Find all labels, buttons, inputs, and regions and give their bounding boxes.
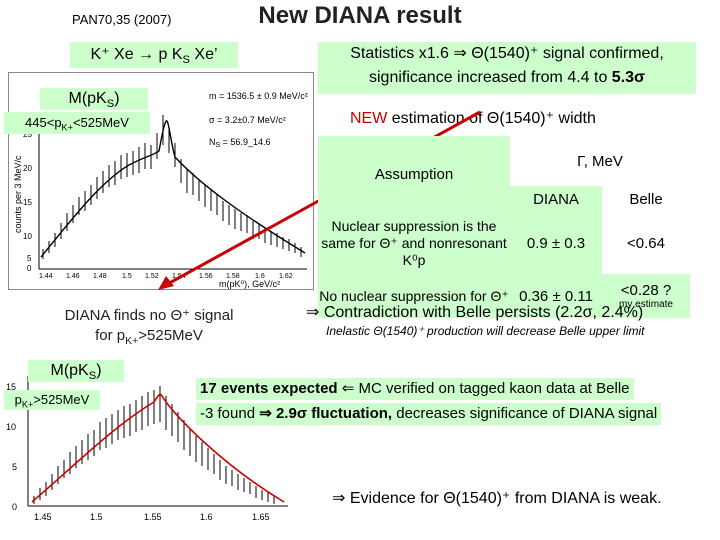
y-tick: 5 (12, 462, 17, 472)
assumption-header: Assumption (318, 136, 510, 212)
range2-sub: K+ (21, 399, 34, 410)
lower-x-ticks: 1.45 1.5 1.55 1.6 1.65 (34, 512, 270, 522)
page-title: New DIANA result (258, 2, 462, 29)
lower-mass-sub: S (88, 370, 97, 383)
fluctuation: 2.9σ fluctuation, (275, 405, 393, 422)
range1-prefix: 445<p (25, 115, 62, 130)
row-assumption: No nuclear suppression for Θ⁺ (318, 274, 510, 318)
upper-fit-curve (40, 120, 306, 258)
diana-finds-text: DIANA finds no Θ⁺ signal for pK+>525MeV (56, 306, 242, 351)
reaction-box: K⁺ Xe → p KS Xe’ (70, 42, 238, 68)
finds-line2-sub: K+ (125, 335, 139, 347)
row-note: my estimate (619, 299, 673, 310)
x-tick: 1.6 (255, 273, 265, 280)
finds-line2-suffix: >525MeV (138, 327, 203, 344)
width-heading-text: estimation of Θ(1540)⁺ width (387, 110, 596, 127)
x-tick: 1.52 (145, 273, 159, 280)
events-expected: 17 events expected (200, 380, 338, 397)
fit-ns: NS = 56.9_14.6 (209, 137, 270, 149)
lower-mass-label: M(pKS) (28, 360, 124, 382)
x-tick: 1.62 (279, 273, 293, 280)
found-box: -3 found ⇒ 2.9σ fluctuation, decreases s… (196, 403, 662, 425)
y-tick: 25 (23, 130, 32, 139)
x-tick: 1.65 (252, 512, 270, 522)
range2-suffix: >525MeV (33, 392, 90, 407)
upper-mass-text: M(pK (68, 90, 107, 107)
range1-suffix: <525MeV (72, 115, 129, 130)
upper-y-ticks: 25 20 15 10 5 0 (23, 130, 32, 273)
upper-mass-sub: S (106, 98, 115, 111)
statistics-box: Statistics x1.6 ⇒ Θ(1540)⁺ signal confir… (318, 42, 696, 94)
reaction-text: K⁺ Xe → p K (90, 46, 183, 63)
upper-fit-info: m = 1536.5 ± 0.9 MeV/c² σ = 3.2±0.7 MeV/… (209, 91, 308, 149)
reference: PAN70,35 (2007) (72, 12, 172, 27)
y-tick: 0 (27, 264, 32, 273)
x-tick: 1.5 (122, 273, 132, 280)
found-count: -3 found (200, 405, 256, 422)
events-expected-box: 17 events expected ⇐ MC verified on tagg… (196, 378, 634, 400)
lower-y-ticks: 15 10 5 0 (6, 382, 17, 512)
row-belle-cell: <0.28 ? my estimate (602, 274, 690, 318)
decreases-text: decreases significance of DIANA signal (392, 405, 658, 422)
x-tick: 1.56 (199, 273, 213, 280)
row-diana: 0.9 ± 0.3 (510, 212, 602, 274)
x-tick: 1.44 (39, 273, 53, 280)
diana-header: DIANA (510, 186, 602, 212)
stats-line1: Statistics x1.6 ⇒ Θ(1540)⁺ signal confir… (350, 45, 664, 62)
width-table: Assumption Γ, MeV DIANA Belle Nuclear su… (318, 136, 690, 318)
y-tick: 15 (23, 198, 32, 207)
x-tick: 1.55 (144, 512, 162, 522)
y-tick: 10 (23, 232, 32, 241)
lower-mass-text: M(pK (50, 362, 89, 379)
mc-verified: MC verified on tagged kaon data at Belle (358, 380, 630, 397)
row-belle: <0.64 (627, 234, 665, 252)
x-tick: 1.48 (93, 273, 107, 280)
x-tick: 1.58 (226, 273, 240, 280)
range1-sub: K+ (61, 122, 73, 133)
table-row: No nuclear suppression for Θ⁺ 0.36 ± 0.1… (318, 274, 690, 318)
y-tick: 15 (6, 382, 16, 392)
evidence-conclusion: ⇒ Evidence for Θ(1540)⁺ from DIANA is we… (332, 490, 662, 507)
finds-line2-prefix: for p (95, 327, 126, 344)
y-tick: 5 (27, 254, 32, 263)
range2-prefix: p (14, 392, 22, 407)
reaction-sub: S (182, 54, 190, 67)
stats-line2-prefix: significance increased from 4.4 to (369, 69, 612, 86)
y-tick: 0 (12, 502, 17, 512)
new-word: NEW (350, 110, 388, 127)
x-tick: 1.5 (90, 512, 103, 522)
belle-header: Belle (629, 190, 663, 208)
finds-line2: for pK+>525MeV (56, 326, 242, 351)
x-tick: 1.45 (34, 512, 52, 522)
fit-ns-label: N (209, 137, 216, 147)
contradiction-text: ⇒ Contradiction with Belle persists (2.2… (306, 304, 644, 321)
fluct-arrow: ⇒ (255, 405, 272, 422)
events-arrow: ⇐ (337, 380, 359, 397)
x-tick: 1.46 (66, 273, 80, 280)
y-tick: 10 (6, 422, 16, 432)
upper-y-axis-label: counts per 3 MeV/c (13, 155, 23, 233)
reaction-tail: Xe’ (189, 46, 218, 63)
lower-momentum-range: pK+>525MeV (4, 390, 100, 410)
row-belle: <0.28 ? (620, 282, 672, 299)
upper-x-axis-label: m(pK⁰), GeV/c² (219, 279, 280, 289)
finds-line1: DIANA finds no Θ⁺ signal (64, 307, 234, 324)
upper-momentum-range: 445<pK+<525MeV (4, 112, 150, 134)
lower-fit-curve (31, 393, 285, 503)
x-tick: 1.6 (200, 512, 213, 522)
fit-ns-sub: S (216, 142, 221, 149)
gamma-header: Γ, MeV (577, 152, 623, 170)
width-estimation-heading: NEW estimation of Θ(1540)⁺ width (350, 108, 596, 128)
row-diana: 0.36 ± 0.11 (510, 274, 602, 318)
y-tick: 20 (23, 164, 32, 173)
table-row: Nuclear suppression is the same for Θ⁺ a… (318, 212, 690, 274)
stats-value: 5.3σ (611, 69, 645, 86)
fit-ns-value: = 56.9_14.6 (220, 137, 270, 147)
inelastic-note: Inelastic Θ(1540)⁺ production will decre… (326, 324, 645, 338)
stats-line2: significance increased from 4.4 to 5.3σ (318, 66, 696, 90)
fit-mass: m = 1536.5 ± 0.9 MeV/c² (209, 91, 308, 101)
fit-sigma: σ = 3.2±0.7 MeV/c² (209, 115, 286, 125)
upper-mass-label: M(pKS) (40, 88, 148, 110)
row-assumption: Nuclear suppression is the same for Θ⁺ a… (318, 212, 510, 274)
